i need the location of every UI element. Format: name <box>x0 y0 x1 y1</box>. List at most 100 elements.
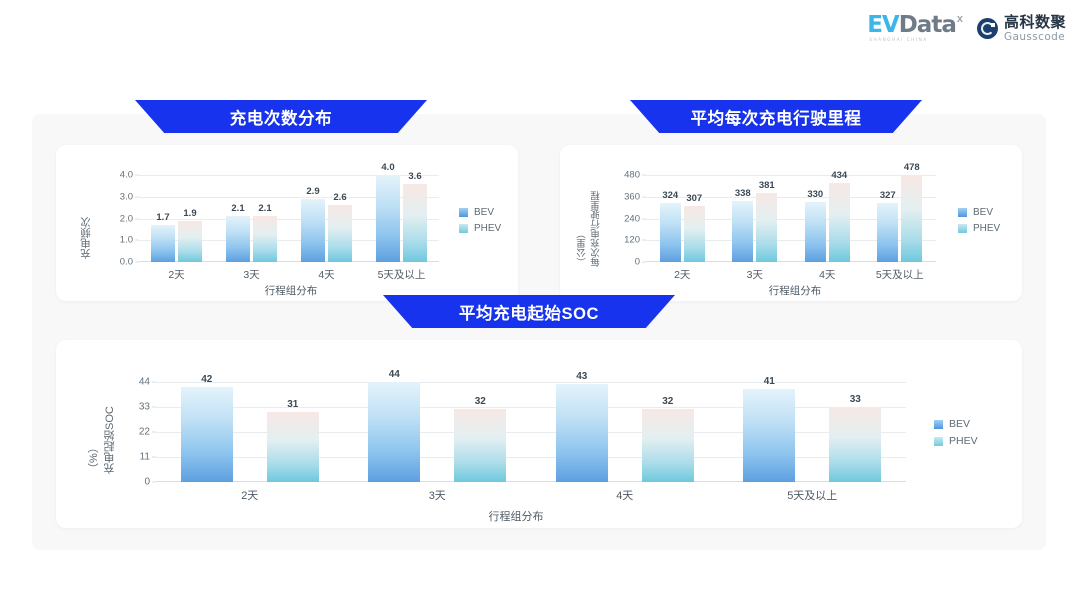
bar-bev[interactable]: 2.1 <box>226 203 250 262</box>
bar-phev[interactable]: 31 <box>266 399 319 482</box>
legend-item-bev[interactable]: BEV <box>958 207 1000 218</box>
panel-2-title-ribbon: 平均每次充电行驶里程 <box>630 100 922 133</box>
legend-swatch-bev-icon <box>459 208 468 217</box>
y-axis-tick-mark <box>135 239 139 241</box>
y-axis-tick-mark <box>135 196 139 198</box>
y-axis-tick-label: 120 <box>624 234 640 246</box>
y-axis-tick-label: 44 <box>138 376 150 388</box>
evdata-superscript-x: x <box>956 13 963 25</box>
y-axis-tick-mark <box>135 261 139 263</box>
panel-1-title: 充电次数分布 <box>229 109 333 128</box>
chart-1-plot-area: 0.0 1.0 2.0 3.0 4.0 1.7 1.9 2天 2.1 2.1 3天 2.9 2.6 4天 4… <box>120 162 439 281</box>
bar-phev[interactable]: 307 <box>683 193 705 262</box>
x-axis-tick-label: 3天 <box>428 490 446 502</box>
bar-value-label: 3.6 <box>408 170 422 182</box>
bar-bev[interactable]: 338 <box>732 188 754 262</box>
evdata-wordmark: EV Data x <box>867 12 963 38</box>
bar-value-label: 41 <box>763 375 775 387</box>
chart-2: 每次充电行驶里程 （公里） 0 120 240 360 480 324 307 2天 338 38… <box>560 145 1022 301</box>
y-axis-tick-label: 480 <box>624 169 640 181</box>
x-axis-tick-label: 4天 <box>616 490 634 502</box>
legend-swatch-phev-icon <box>934 436 943 446</box>
bar-value-label: 330 <box>807 189 824 201</box>
chart-card-avg-start-soc: 充电起始SOC （%） 0 11 22 33 44 42 31 2天 44 32 3天 43 32 4天 4… <box>56 340 1022 528</box>
chart-2-plot-area: 0 120 240 360 480 324 307 2天 338 381 3天 330 434 4天 327… <box>624 162 936 281</box>
y-axis-tick-label: 240 <box>624 213 640 224</box>
bar-value-label: 307 <box>686 193 703 205</box>
y-axis-tick-label: 0 <box>144 476 150 488</box>
y-axis-tick-label: 11 <box>139 451 150 463</box>
y-axis-tick-mark <box>642 196 646 198</box>
bar-bev[interactable]: 43 <box>555 371 608 482</box>
bar-bev[interactable]: 327 <box>877 190 899 262</box>
x-axis-line <box>156 481 906 482</box>
bar-value-label: 478 <box>903 162 920 174</box>
y-axis-tick-label: 0 <box>634 256 640 268</box>
legend-label-bev: BEV <box>949 418 971 430</box>
legend-item-phev[interactable]: PHEV <box>459 223 501 234</box>
x-axis-line <box>646 261 936 262</box>
bar-value-label: 42 <box>201 373 213 385</box>
y-axis-tick-mark <box>642 218 646 219</box>
legend-item-phev[interactable]: PHEV <box>934 435 978 447</box>
grid-line <box>156 407 906 408</box>
grid-line <box>139 196 439 198</box>
legend-label-phev: PHEV <box>949 435 978 447</box>
legend-label-bev: BEV <box>474 207 495 218</box>
grid-line <box>646 196 936 198</box>
bar-value-label: 324 <box>662 190 679 202</box>
bar-value-label: 2.1 <box>231 203 245 215</box>
x-axis-tick-label: 5天及以上 <box>787 490 838 502</box>
y-axis-tick-label: 0.0 <box>119 256 133 268</box>
bar-phev[interactable]: 3.6 <box>403 171 427 262</box>
bar-value-label: 32 <box>662 396 674 408</box>
x-axis-tick-label: 2天 <box>168 269 185 281</box>
bar-bev[interactable]: 42 <box>180 374 233 482</box>
legend-swatch-phev-icon <box>958 224 967 233</box>
bar-phev[interactable]: 434 <box>828 170 850 262</box>
chart-card-charging-count: 充电频次 0.0 1.0 2.0 3.0 4.0 1.7 1.9 2天 2.1 2.1 3天 2.9 2… <box>56 145 518 301</box>
legend-item-bev[interactable]: BEV <box>934 418 978 430</box>
x-axis-line <box>139 261 439 262</box>
y-axis-tick-label: 360 <box>624 191 640 203</box>
y-axis-tick-mark <box>152 381 156 383</box>
bar-value-label: 381 <box>758 179 775 191</box>
evdata-tagline: SHANGHAI CHINA <box>869 38 928 43</box>
bar-phev[interactable]: 33 <box>829 394 882 482</box>
bar-phev[interactable]: 1.9 <box>178 208 202 262</box>
chart-2-y-axis-title: 每次充电行驶里程 （公里） <box>577 191 602 267</box>
grid-line <box>139 175 439 176</box>
chart-1-y-axis-title: 充电频次 <box>80 217 92 259</box>
bar-bev[interactable]: 324 <box>659 190 681 262</box>
bar-bev[interactable]: 44 <box>368 369 421 482</box>
legend-item-phev[interactable]: PHEV <box>958 223 1000 234</box>
bar-bev[interactable]: 4.0 <box>376 162 400 262</box>
bar-bev[interactable]: 41 <box>743 376 796 482</box>
grid-line <box>646 218 936 220</box>
brand-logo-bar: EV Data x SHANGHAI CHINA 高科数聚 Gausscode <box>867 12 1066 43</box>
bar-bev[interactable]: 2.9 <box>301 186 325 262</box>
bar-value-label: 1.9 <box>183 207 197 219</box>
chart-1-x-axis-title: 行程组分布 <box>264 285 318 297</box>
legend-item-bev[interactable]: BEV <box>459 207 501 218</box>
grid-line <box>139 240 439 242</box>
y-axis-tick-mark <box>152 406 156 408</box>
bar-bev[interactable]: 1.7 <box>151 212 175 262</box>
chart-2-x-axis-title: 行程组分布 <box>768 285 822 297</box>
bar-phev[interactable]: 32 <box>454 396 507 482</box>
gausscode-logo: 高科数聚 Gausscode <box>976 15 1066 43</box>
y-axis-tick-mark <box>135 218 139 219</box>
bar-phev[interactable]: 381 <box>756 180 778 262</box>
bar-phev[interactable]: 2.1 <box>253 203 277 262</box>
bar-value-label: 4.0 <box>381 162 395 173</box>
bar-phev[interactable]: 32 <box>641 396 694 482</box>
bar-phev[interactable]: 478 <box>901 162 923 262</box>
y-axis-tick-mark <box>152 431 156 433</box>
chart-2-legend: BEV PHEV <box>958 207 1000 234</box>
bar-phev[interactable]: 2.6 <box>328 192 352 262</box>
evdata-data-text: Data <box>898 12 957 38</box>
x-axis-tick-label: 5天及以上 <box>875 269 924 281</box>
bar-value-label: 327 <box>879 189 896 201</box>
grid-line <box>156 457 906 458</box>
bar-bev[interactable]: 330 <box>804 189 826 262</box>
